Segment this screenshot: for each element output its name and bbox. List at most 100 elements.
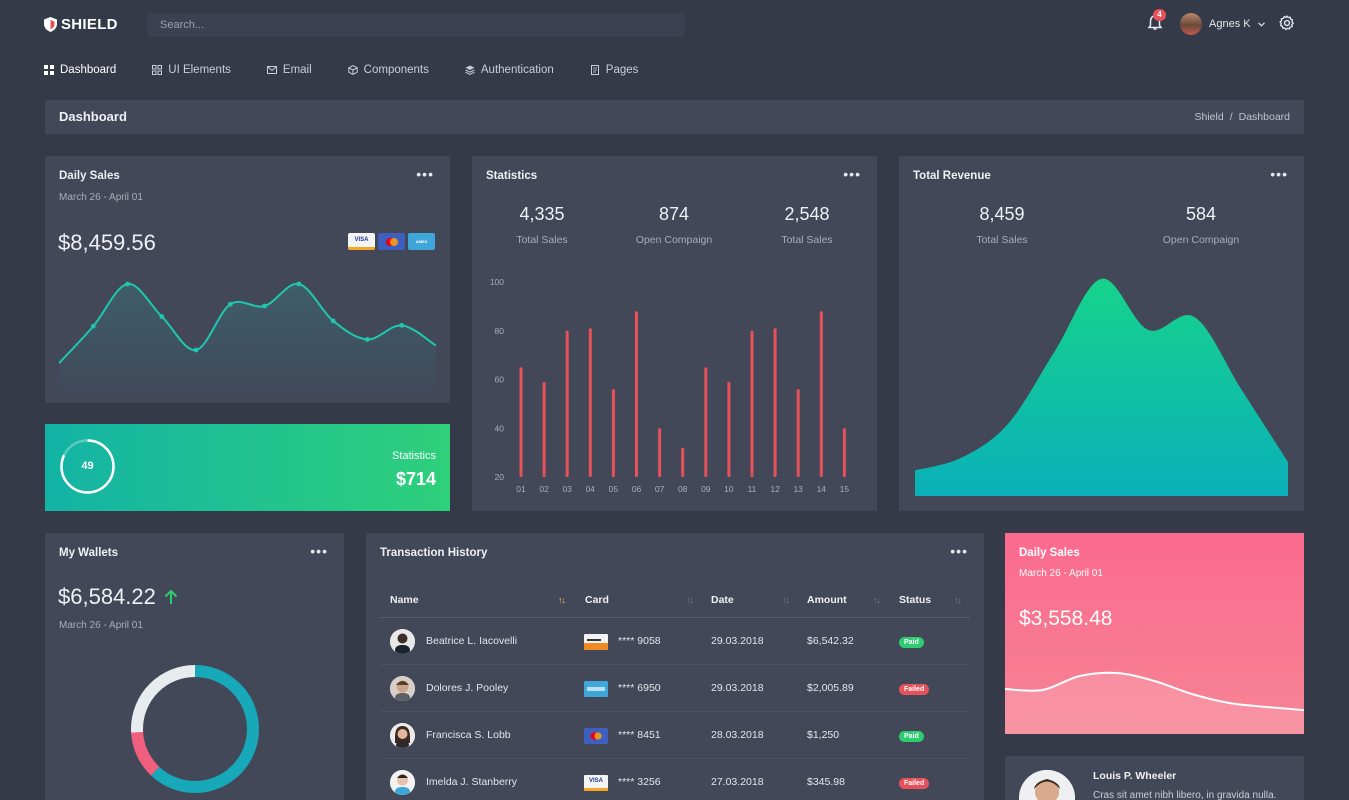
- amex-icon: AMEX: [408, 233, 435, 250]
- more-icon[interactable]: •••: [310, 543, 328, 559]
- nav-item-pages[interactable]: Pages: [590, 64, 639, 76]
- nav-item-ui-elements[interactable]: UI Elements: [152, 64, 231, 76]
- y-tick-label: 80: [495, 326, 505, 336]
- table-row[interactable]: Dolores J. Pooley **** 6950 29.03.2018 $…: [380, 665, 970, 712]
- transaction-history-card: Transaction History ••• Name ↑↓ Card ↑↓ …: [366, 533, 984, 800]
- data-point: [365, 337, 370, 342]
- status-badge: Paid: [899, 637, 924, 648]
- statistics-card: Statistics ••• 4,335 Total Sales 874 Ope…: [472, 156, 877, 511]
- card-title: Daily Sales: [1019, 547, 1080, 559]
- kpi-label: Total Sales: [516, 234, 568, 246]
- pages-icon: [590, 65, 599, 75]
- x-tick-label: 08: [678, 484, 688, 494]
- data-point: [159, 314, 165, 319]
- nav-label: UI Elements: [168, 64, 231, 76]
- kpi-label: Total Sales: [976, 234, 1028, 246]
- bar: [658, 428, 662, 477]
- bar: [773, 328, 777, 477]
- table-row[interactable]: Imelda J. Stanberry VISA **** 3256 27.03…: [380, 759, 970, 800]
- kpi-value: 2,548: [784, 204, 830, 224]
- column-header-card[interactable]: Card: [585, 594, 609, 606]
- logo-text: SHIELD: [61, 16, 118, 33]
- cube-icon: [347, 65, 358, 75]
- x-tick-label: 09: [701, 484, 711, 494]
- sort-icon[interactable]: ↑↓: [873, 595, 881, 605]
- nav-item-dashboard[interactable]: Dashboard: [44, 64, 116, 76]
- breadcrumb-link[interactable]: Shield: [1194, 111, 1224, 123]
- table-header: Name ↑↓ Card ↑↓ Date ↑↓ Amount ↑↓ Status…: [380, 584, 970, 618]
- data-point: [399, 322, 405, 328]
- payment-icons: VISA AMEX: [348, 233, 435, 250]
- discover-icon: [584, 634, 608, 650]
- nav-item-email[interactable]: Email: [266, 64, 312, 76]
- user-name: Agnes K: [1209, 18, 1251, 30]
- wave-line: [1005, 671, 1304, 711]
- date-range: March 26 - April 01: [59, 620, 143, 631]
- profile-card: Louis P. Wheeler Cras sit amet nibh libe…: [1005, 756, 1304, 800]
- bar: [565, 330, 569, 477]
- wallet-balance: $6,584.22: [58, 584, 156, 609]
- more-icon[interactable]: •••: [1270, 166, 1288, 182]
- nav-item-authentication[interactable]: Authentication: [465, 64, 554, 76]
- card-title: Statistics: [486, 170, 538, 182]
- transaction-date: 28.03.2018: [711, 729, 764, 741]
- top-bar: SHIELD 4 Agnes K: [0, 0, 1349, 50]
- gear-icon[interactable]: [1279, 15, 1295, 31]
- bar: [819, 311, 823, 477]
- bar: [750, 330, 754, 477]
- table-row[interactable]: Beatrice L. Iacovelli **** 9058 29.03.20…: [380, 618, 970, 665]
- nav-label: Pages: [605, 64, 639, 76]
- sales-amount: $3,558.48: [1019, 607, 1113, 630]
- avatar: [390, 676, 415, 701]
- bar: [681, 447, 685, 477]
- user-menu[interactable]: Agnes K: [1180, 13, 1265, 35]
- transaction-date: 29.03.2018: [711, 682, 764, 694]
- y-tick-label: 20: [495, 472, 505, 482]
- profile-bio: Cras sit amet nibh libero, in gravida nu…: [1093, 790, 1277, 800]
- avatar: [390, 629, 415, 654]
- column-header-date[interactable]: Date: [711, 594, 734, 606]
- x-tick-label: 13: [793, 484, 803, 494]
- sort-icon[interactable]: ↑↓: [782, 595, 790, 605]
- x-tick-label: 07: [655, 484, 665, 494]
- logo[interactable]: SHIELD: [44, 16, 118, 33]
- data-point: [296, 281, 302, 287]
- transaction-amount: $1,250: [807, 729, 840, 741]
- more-icon[interactable]: •••: [416, 166, 434, 182]
- transaction-amount: $6,542.32: [807, 635, 854, 647]
- sales-amount: $8,459.56: [58, 230, 156, 255]
- statistics-summary-card: 49 Statistics $714: [45, 424, 450, 511]
- column-header-name[interactable]: Name: [390, 594, 419, 606]
- data-point: [262, 303, 268, 309]
- card-title: Transaction History: [380, 547, 488, 559]
- nav-label: Email: [282, 64, 312, 76]
- breadcrumb-separator: /: [1229, 111, 1233, 123]
- kpi-label: Open Compaign: [635, 234, 713, 246]
- sort-icon[interactable]: ↑↓: [558, 595, 566, 605]
- x-tick-label: 03: [562, 484, 572, 494]
- nav-item-components[interactable]: Components: [347, 64, 429, 76]
- sort-icon[interactable]: ↑↓: [686, 595, 694, 605]
- customer-name: Beatrice L. Iacovelli: [426, 635, 518, 647]
- total-revenue-card: Total Revenue ••• 8,459 Total Sales 584 …: [899, 156, 1304, 511]
- table-row[interactable]: Francisca S. Lobb **** 8451 28.03.2018 $…: [380, 712, 970, 759]
- sort-icon[interactable]: ↑↓: [954, 595, 962, 605]
- x-tick-label: 01: [516, 484, 526, 494]
- search-input[interactable]: [147, 13, 685, 37]
- bar: [519, 367, 523, 477]
- nav-label: Components: [363, 64, 429, 76]
- avatar: [1180, 13, 1202, 35]
- daily-sales-line: [59, 282, 436, 364]
- kpi: 8,459 Total Sales: [965, 204, 1039, 246]
- mastercard-icon: [378, 233, 405, 250]
- x-tick-label: 14: [817, 484, 827, 494]
- more-icon[interactable]: •••: [950, 543, 968, 559]
- more-icon[interactable]: •••: [843, 166, 861, 182]
- column-header-amount[interactable]: Amount: [807, 594, 847, 606]
- revenue-area: [915, 278, 1288, 496]
- donut-segment: [131, 665, 259, 793]
- bar: [704, 367, 708, 477]
- status-badge: Paid: [899, 731, 924, 742]
- y-tick-label: 60: [495, 375, 505, 385]
- column-header-status[interactable]: Status: [899, 594, 932, 606]
